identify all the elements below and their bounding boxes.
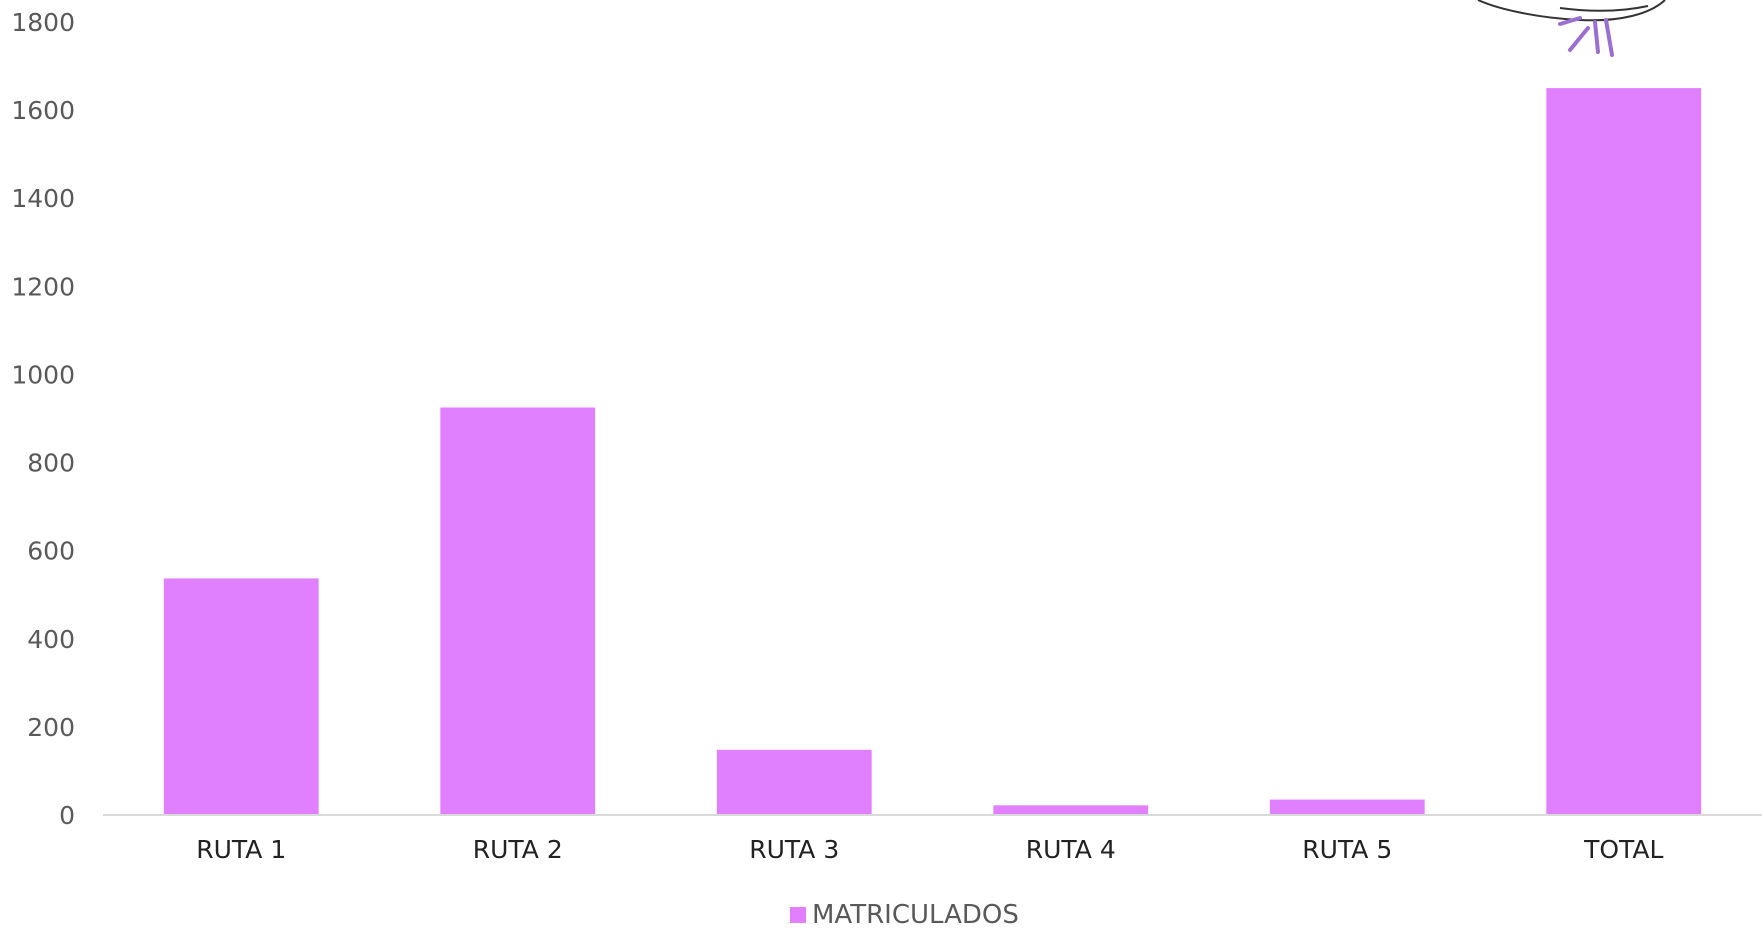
x-tick-label: RUTA 2 xyxy=(473,835,563,864)
y-axis-ticks: 0 200 400 600 800 1000 1200 1400 1600 1800 xyxy=(11,8,75,830)
y-tick-label: 1800 xyxy=(11,8,75,37)
sketch-doodle-icon xyxy=(1477,0,1666,57)
bar-ruta-4 xyxy=(993,805,1149,815)
bar-total xyxy=(1546,88,1702,816)
y-tick-label: 200 xyxy=(27,713,75,742)
bar-ruta-5 xyxy=(1269,799,1425,815)
x-tick-label: RUTA 4 xyxy=(1026,835,1116,864)
legend: MATRICULADOS xyxy=(790,900,1019,930)
y-tick-label: 1600 xyxy=(11,96,75,125)
legend-label: MATRICULADOS xyxy=(812,900,1019,930)
y-tick-label: 800 xyxy=(27,449,75,478)
y-tick-label: 1400 xyxy=(11,184,75,213)
y-tick-label: 0 xyxy=(59,801,75,830)
bars xyxy=(163,88,1702,816)
y-tick-label: 400 xyxy=(27,625,75,654)
legend-swatch xyxy=(790,907,806,923)
x-tick-label: RUTA 3 xyxy=(749,835,839,864)
x-axis-labels: RUTA 1 RUTA 2 RUTA 3 RUTA 4 RUTA 5 TOTAL xyxy=(196,835,1663,864)
bar-ruta-2 xyxy=(440,407,596,815)
x-tick-label: TOTAL xyxy=(1583,835,1663,864)
bar-ruta-3 xyxy=(716,749,872,815)
y-tick-label: 600 xyxy=(27,537,75,566)
y-tick-label: 1200 xyxy=(11,272,75,301)
x-tick-label: RUTA 1 xyxy=(196,835,286,864)
x-tick-label: RUTA 5 xyxy=(1302,835,1392,864)
bar-ruta-1 xyxy=(163,578,319,815)
y-tick-label: 1000 xyxy=(11,360,75,389)
